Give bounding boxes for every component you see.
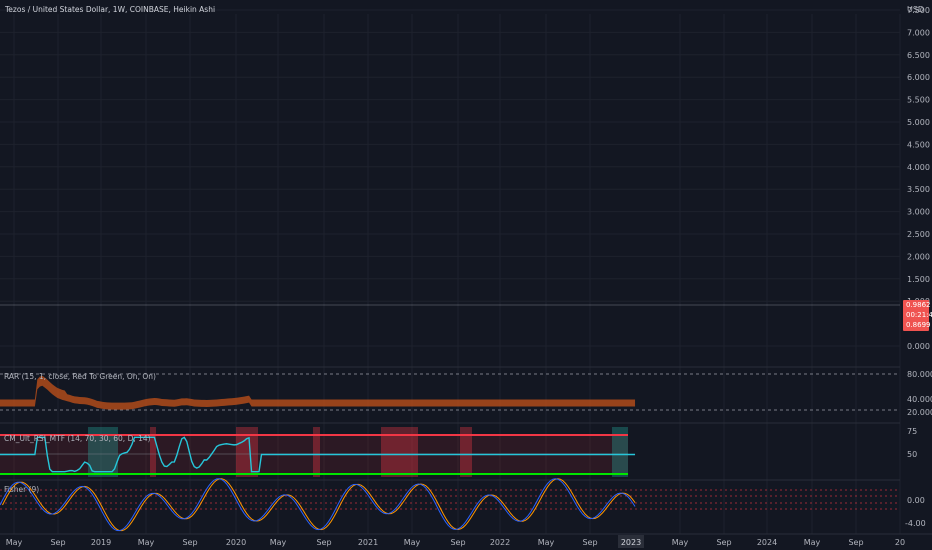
time-axis-label: May [804, 538, 821, 547]
price-axis-tick: 4.000 [907, 163, 930, 172]
grid-lines [0, 9, 901, 534]
fisher-axis-tick: -4.00 [905, 519, 926, 528]
rsi-highlight-zone [460, 427, 472, 477]
price-axis-ticks: 7.500 7.000 6.500 6.000 5.500 5.000 4.500 4.000… [907, 6, 930, 351]
price-axis-unit: USD [907, 5, 924, 14]
fisher-axis-tick: 0.00 [907, 496, 925, 505]
rsi-highlight-zone [236, 427, 258, 477]
time-axis-label: Sep [50, 538, 65, 547]
price-axis-tick: 3.500 [907, 185, 930, 194]
rsi-highlight-zone [612, 427, 628, 477]
rsi-legend: CM_Ult_RSI_MTF (14, 70, 30, 60, D, 14) [4, 434, 151, 443]
time-axis-label: Sep [316, 538, 331, 547]
price-axis-tick: 5.000 [907, 118, 930, 127]
rsi-axis-tick: 50 [907, 450, 917, 459]
price-axis-tick: 0.000 [907, 342, 930, 351]
time-axis-label: May [270, 538, 287, 547]
price-axis[interactable]: USD 7.500 7.000 6.500 6.000 5.500 5.000 4.500 4… [903, 5, 932, 528]
time-axis-label: May [672, 538, 689, 547]
price-axis-tick: 6.000 [907, 73, 930, 82]
fisher-legend: Fisher (9) [4, 485, 39, 494]
time-axis-labels: May Sep 2019 May Sep 2020 May Sep 2021 May Sep 2022… [6, 538, 905, 547]
rsi-axis-tick: 75 [907, 427, 917, 436]
rar-pane[interactable] [0, 366, 900, 411]
last-price-tag: 0.9862 [906, 301, 931, 309]
time-axis-label: 2019 [91, 538, 111, 547]
today-marker-label: 2023 [621, 538, 641, 547]
candle-countdown-tag: 00:21:44 [906, 311, 932, 319]
price-axis-tick: 4.500 [907, 140, 930, 149]
time-axis-label: 2022 [490, 538, 510, 547]
time-axis-label: May [6, 538, 23, 547]
rar-legend: RAR (15, 1, close, Red To Green, On, On) [4, 372, 156, 381]
price-axis-tick: 1.500 [907, 275, 930, 284]
prev-price-tag: 0.8699 [906, 321, 931, 329]
rsi-pane[interactable] [0, 422, 900, 477]
price-axis-tick: 6.500 [907, 51, 930, 60]
price-axis-tick: 5.500 [907, 96, 930, 105]
price-axis-tick: 7.500 [907, 6, 930, 15]
rar-axis-tick: 20.000 [907, 408, 932, 417]
price-axis-tick: 2.500 [907, 230, 930, 239]
last-price-tag-bg [903, 300, 929, 331]
time-axis-label: Sep [848, 538, 863, 547]
rsi-highlight-zone [150, 427, 156, 477]
rar-plot [0, 375, 636, 410]
time-axis-label: 2020 [226, 538, 246, 547]
rar-ribbon [0, 375, 636, 410]
time-axis-label: Sep [582, 538, 597, 547]
rsi-line [0, 436, 636, 473]
time-axis-label: May [404, 538, 421, 547]
time-axis-label: Sep [450, 538, 465, 547]
price-axis-tick: 2.000 [907, 252, 930, 261]
time-axis-label: 2021 [358, 538, 378, 547]
fisher-pane[interactable] [0, 478, 900, 532]
time-axis-label: Sep [182, 538, 197, 547]
time-axis-label: May [538, 538, 555, 547]
time-axis-label: Sep [716, 538, 731, 547]
chart-title: Tezos / United States Dollar, 1W, COINBA… [4, 5, 215, 14]
time-axis-label: 20 [895, 538, 905, 547]
time-axis-label: May [138, 538, 155, 547]
price-axis-tick: 7.000 [907, 28, 930, 37]
today-marker-bg [618, 535, 644, 548]
fisher-line [0, 478, 636, 532]
time-axis-label: 2024 [757, 538, 777, 547]
time-axis[interactable]: May Sep 2019 May Sep 2020 May Sep 2021 May Sep 2022… [0, 533, 932, 548]
price-axis-tick: 3.000 [907, 208, 930, 217]
rsi-highlight-zone [313, 427, 320, 477]
rar-axis-tick: 40.000 [907, 395, 932, 404]
rar-axis-tick: 80.000 [907, 370, 932, 379]
